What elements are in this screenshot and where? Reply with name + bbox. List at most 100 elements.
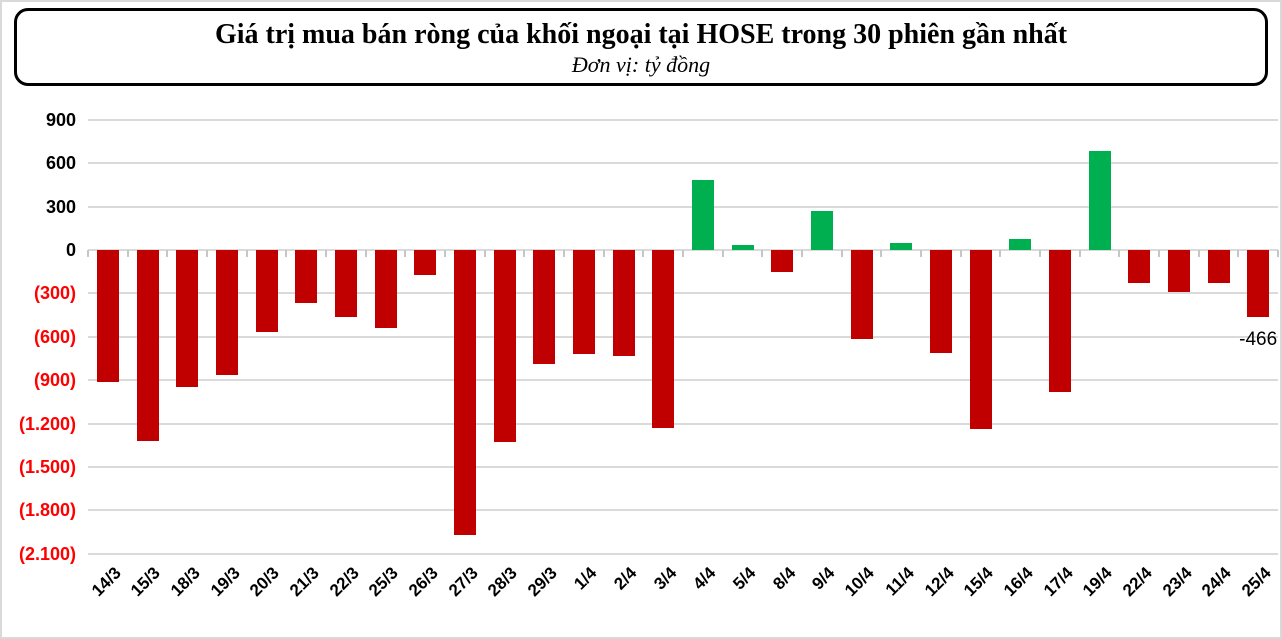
gridline [88, 509, 1278, 512]
x-axis-label: 8/4 [768, 563, 799, 594]
bar [374, 250, 397, 329]
bar [414, 250, 437, 275]
x-axis-label: 14/3 [87, 563, 125, 601]
y-axis-label: 900 [45, 109, 76, 130]
axis-tick [682, 250, 684, 257]
x-axis-label: 22/3 [325, 563, 363, 601]
x-axis-label: 26/3 [405, 563, 442, 601]
axis-tick [1277, 250, 1279, 257]
x-axis-label: 12/4 [920, 563, 958, 601]
x-axis-label: 5/4 [729, 563, 760, 594]
bar [176, 250, 199, 388]
axis-tick [642, 250, 645, 257]
x-axis-label: 10/4 [841, 563, 879, 601]
axis-tick [563, 250, 565, 257]
bar [612, 250, 635, 357]
chart-title: Giá trị mua bán ròng của khối ngoại tại … [214, 19, 1068, 50]
axis-tick [761, 250, 764, 257]
y-axis-label: (1.500) [18, 457, 76, 477]
gridline [88, 379, 1278, 382]
chart-subtitle: Đơn vị: tỷ đồng [571, 52, 711, 77]
x-axis-label: 17/4 [1039, 563, 1077, 601]
x-axis-label: 29/3 [524, 563, 561, 601]
bar [850, 250, 873, 339]
x-axis-label: 19/4 [1079, 563, 1117, 601]
bar [1088, 150, 1111, 250]
axis-tick [126, 250, 129, 257]
bar [215, 250, 238, 376]
axis-tick [1158, 250, 1160, 257]
axis-tick [523, 250, 526, 257]
x-axis-label: 4/4 [689, 563, 720, 594]
y-axis-label: (2.100) [18, 543, 76, 564]
y-axis-label: (1.200) [18, 413, 76, 434]
x-axis-label: 25/3 [365, 563, 403, 601]
x-axis-label: 28/3 [484, 563, 522, 601]
x-axis-label: 21/3 [286, 563, 323, 601]
x-axis-label: 3/4 [649, 563, 680, 594]
gridline [88, 118, 1278, 121]
bar [533, 250, 556, 365]
bar [572, 250, 595, 355]
x-axis-label: 15/4 [960, 563, 998, 601]
bar [96, 250, 119, 382]
x-axis-label: 24/4 [1198, 563, 1236, 601]
bar [1247, 250, 1270, 318]
bar [771, 250, 794, 272]
y-axis-label: (300) [33, 283, 76, 304]
x-axis-label: 19/3 [206, 563, 244, 601]
x-axis-label: 20/3 [246, 563, 284, 601]
bar [1167, 250, 1190, 292]
axis-tick [444, 250, 446, 257]
bar [255, 250, 278, 332]
gridline [88, 466, 1278, 468]
gridline [88, 422, 1278, 425]
axis-tick [1039, 250, 1041, 257]
bar [1207, 250, 1230, 284]
axis-tick [1197, 250, 1200, 257]
axis-tick [999, 250, 1002, 257]
bar [652, 250, 675, 428]
bar [493, 250, 516, 443]
axis-tick [721, 250, 724, 257]
gridline [88, 335, 1278, 338]
bar-value-label: -466 [1239, 329, 1278, 351]
chart-title-box: Giá trị mua bán ròng của khối ngoại tại … [14, 8, 1268, 86]
x-axis-label: 9/4 [808, 563, 839, 594]
bar [1048, 250, 1071, 392]
axis-tick [166, 250, 169, 257]
gridline [88, 292, 1278, 295]
axis-tick [1118, 250, 1121, 257]
axis-tick [801, 250, 803, 257]
y-axis-label: (600) [33, 326, 76, 347]
x-axis-label: 22/4 [1119, 563, 1156, 601]
y-axis-label: 0 [65, 240, 76, 260]
axis-tick [285, 250, 288, 257]
y-axis-label: 600 [45, 153, 76, 174]
axis-tick [206, 250, 208, 257]
bar [929, 250, 952, 354]
bar [136, 250, 159, 441]
bar [810, 210, 833, 250]
x-axis-label: 11/4 [881, 563, 918, 600]
axis-tick [840, 250, 843, 257]
x-axis-label: 25/4 [1238, 563, 1275, 601]
axis-tick [920, 250, 922, 257]
bar [890, 243, 913, 250]
x-axis-label: 1/4 [570, 563, 601, 594]
axis-tick [1078, 250, 1081, 257]
x-axis-label: 15/3 [127, 563, 165, 601]
bar [969, 250, 992, 429]
axis-tick [602, 250, 605, 257]
bar [1009, 239, 1032, 250]
gridline [88, 205, 1278, 208]
y-axis-label: 300 [45, 196, 76, 217]
x-axis-label: 16/4 [1000, 563, 1037, 601]
bar [1128, 250, 1151, 283]
x-axis-label: 23/4 [1158, 563, 1196, 601]
bar [453, 250, 476, 535]
x-axis-label: 2/4 [610, 563, 641, 594]
bar [691, 179, 714, 250]
